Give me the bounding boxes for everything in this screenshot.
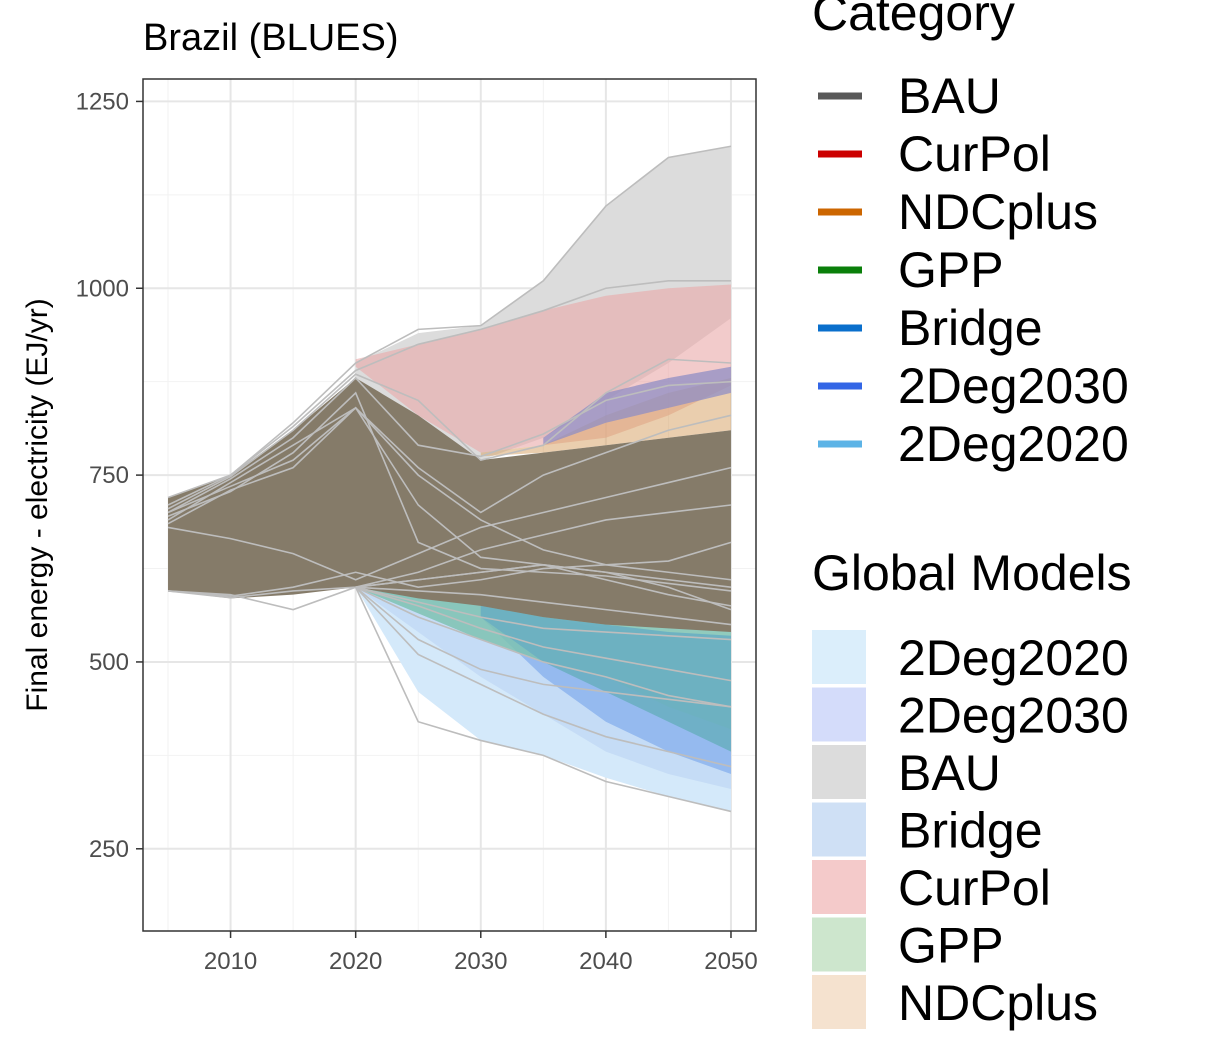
series-line xyxy=(355,586,732,641)
global-models-legend-label: 2Deg2020 xyxy=(898,630,1129,686)
series-line xyxy=(167,406,732,589)
x-tick-label: 2020 xyxy=(329,948,382,975)
series-line xyxy=(355,586,732,708)
series-line xyxy=(355,563,732,611)
global-models-legend-key xyxy=(812,975,866,1029)
y-tick-label: 750 xyxy=(89,462,129,489)
global-models-legend-key xyxy=(812,745,866,799)
ribbon-2deg2030 xyxy=(543,366,731,446)
global-models-legend-key xyxy=(812,687,866,742)
series-line xyxy=(355,586,732,682)
x-tick-label: 2010 xyxy=(204,948,257,975)
y-tick-label: 500 xyxy=(89,649,129,676)
global-models-legend-title: Global Models xyxy=(812,545,1132,601)
ribbons xyxy=(168,146,731,812)
chart-title: Brazil (BLUES) xyxy=(143,17,399,59)
global-models-legend-label: CurPol xyxy=(898,860,1051,916)
series-line xyxy=(167,406,732,521)
global-models-legend-label: Bridge xyxy=(898,803,1043,859)
category-legend-label: CurPol xyxy=(898,126,1051,182)
category-legend-title: Category xyxy=(812,0,1015,41)
series-line xyxy=(355,586,732,626)
series-line xyxy=(167,376,732,514)
series-line xyxy=(167,504,732,599)
series-line xyxy=(167,358,732,510)
y-tick-label: 1250 xyxy=(76,88,129,115)
y-axis-label: Final energy - electricity (EJ/yr) xyxy=(21,298,54,711)
global-models-legend: Global Models 2Deg20202Deg2030BAUBridgeC… xyxy=(812,545,1132,1031)
series-line xyxy=(167,145,732,499)
global-models-legend-key xyxy=(812,802,866,857)
plot-border xyxy=(142,78,757,932)
global-models-legend-label: 2Deg2030 xyxy=(898,688,1129,744)
category-legend-label: GPP xyxy=(898,242,1004,298)
category-legend-label: BAU xyxy=(898,68,1001,124)
series-line xyxy=(355,586,732,708)
x-tick-label: 2040 xyxy=(579,948,632,975)
ribbon-gpp xyxy=(480,605,731,752)
series-line xyxy=(354,586,732,813)
x-tick-label: 2050 xyxy=(704,948,757,975)
global-models-legend-label: BAU xyxy=(898,745,1001,801)
series-line xyxy=(167,406,732,581)
global-models-legend-label: GPP xyxy=(898,918,1004,974)
y-tick-label: 1000 xyxy=(76,275,129,302)
series-line xyxy=(355,586,732,768)
global-models-legend-key xyxy=(812,917,866,972)
series-lines xyxy=(167,145,732,813)
series-line xyxy=(167,541,732,597)
series-line xyxy=(167,466,732,581)
category-legend-label: 2Deg2020 xyxy=(898,416,1129,472)
axis-ticks: 2010 2020 2030 2040 2050 250 500 750 1000 1250 xyxy=(76,88,758,975)
ribbon-bau xyxy=(168,377,731,633)
category-legend-label: NDCplus xyxy=(898,184,1098,240)
global-models-legend-label: NDCplus xyxy=(898,975,1098,1031)
series-line xyxy=(167,279,731,506)
x-tick-label: 2030 xyxy=(454,948,507,975)
global-models-legend-key xyxy=(812,630,866,684)
category-legend-label: Bridge xyxy=(898,300,1043,356)
y-tick-label: 250 xyxy=(89,836,129,863)
global-models-legend-key xyxy=(812,860,866,914)
category-legend: Category BAUCurPolNDCplusGPPBridge2Deg20… xyxy=(812,0,1129,472)
category-legend-label: 2Deg2030 xyxy=(898,358,1129,414)
